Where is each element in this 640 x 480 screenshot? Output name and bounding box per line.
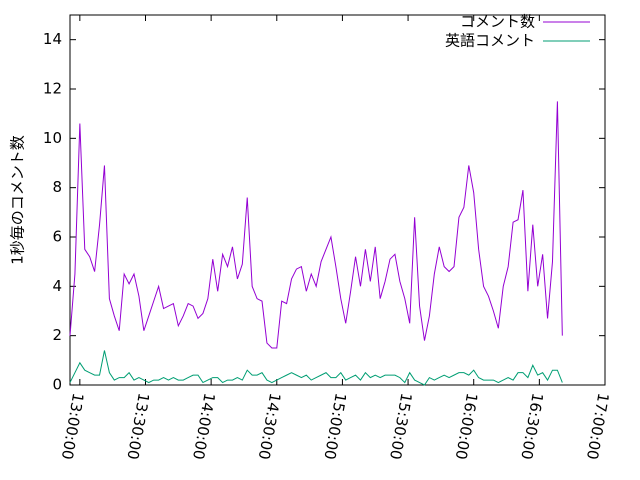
- x-tick-label: 15:30:00: [386, 392, 415, 461]
- y-tick-label: 10: [43, 129, 62, 147]
- legend-label: 英語コメント: [445, 32, 535, 50]
- x-tick-label: 16:00:00: [452, 392, 481, 461]
- x-tick-label: 16:30:00: [517, 392, 546, 461]
- y-axis-label: 1秒毎のコメント数: [9, 135, 27, 265]
- series-line: [69, 101, 563, 349]
- x-tick-label: 13:00:00: [58, 392, 87, 461]
- legend-label: コメント数: [460, 13, 535, 31]
- series-line: [69, 350, 563, 386]
- y-tick-label: 0: [52, 376, 62, 394]
- y-tick-label: 4: [52, 277, 62, 295]
- x-tick-label: 17:00:00: [583, 392, 612, 461]
- y-tick-label: 14: [43, 30, 62, 48]
- x-tick-label: 14:00:00: [189, 392, 218, 461]
- y-tick-label: 8: [52, 178, 62, 196]
- x-tick-label: 13:30:00: [123, 392, 152, 461]
- y-tick-label: 6: [52, 228, 62, 246]
- y-tick-label: 12: [43, 80, 62, 98]
- plot-border: [69, 14, 606, 386]
- x-tick-label: 15:00:00: [320, 392, 349, 461]
- x-tick-label: 14:30:00: [255, 392, 284, 461]
- y-tick-label: 2: [52, 326, 62, 344]
